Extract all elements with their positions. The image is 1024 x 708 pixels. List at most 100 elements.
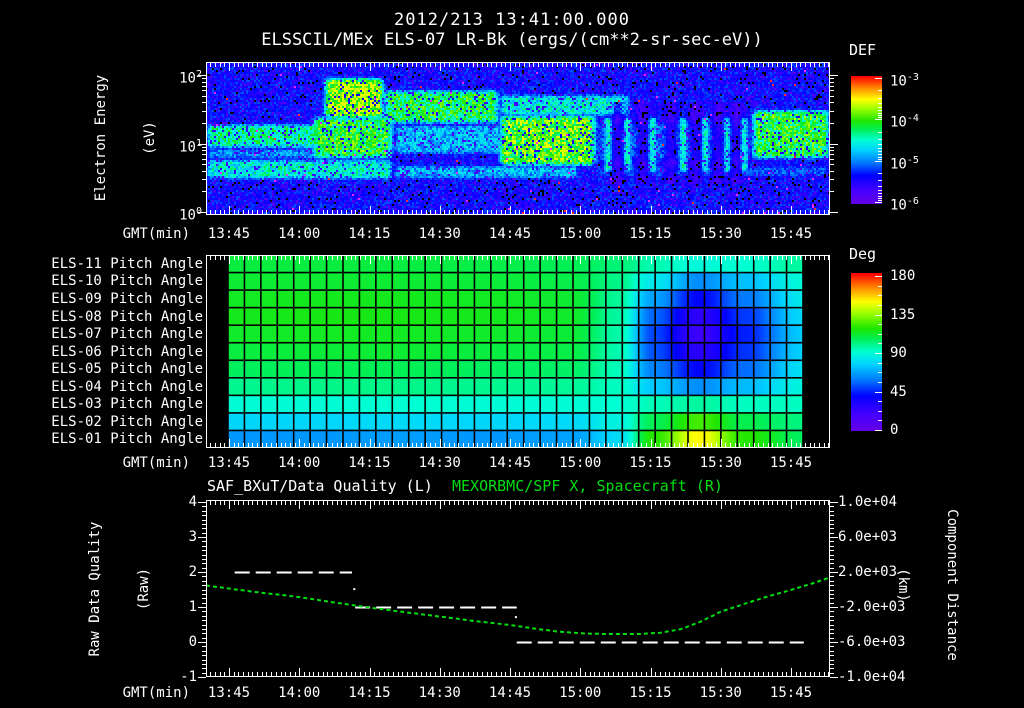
spectrogram-x-tick-label: 14:15 — [348, 226, 391, 242]
deg-colorbar-tick-label: 0 — [890, 422, 899, 438]
axis-tick — [830, 660, 834, 661]
axis-tick — [830, 511, 834, 512]
spectrogram-y-tick-label: 100 — [179, 206, 202, 224]
axis-tick — [202, 123, 206, 124]
axis-tick — [202, 90, 206, 91]
axis-tick — [202, 585, 206, 586]
axis-tick — [202, 625, 206, 626]
timeseries-right-tick-label: 6.0e+03 — [838, 529, 898, 545]
timeseries-x-tick-label: 14:30 — [418, 685, 461, 701]
axis-tick — [202, 576, 206, 577]
timeseries-canvas — [206, 500, 830, 677]
axis-tick — [198, 212, 206, 213]
axis-tick — [830, 90, 834, 91]
axis-tick — [830, 75, 838, 76]
axis-tick — [202, 581, 206, 582]
axis-tick — [198, 75, 206, 76]
timeseries-left-tick-label: -1 — [180, 669, 197, 685]
axis-tick — [830, 629, 834, 630]
spectrogram-x-tick-label: 14:30 — [418, 226, 461, 242]
spectrogram-canvas — [206, 62, 830, 215]
axis-tick — [830, 541, 834, 542]
spectrogram-y-tick-label: 102 — [179, 69, 202, 87]
axis-tick — [198, 144, 206, 145]
axis-tick — [830, 111, 834, 112]
axis-tick — [202, 541, 206, 542]
axis-tick — [830, 159, 834, 160]
axis-tick — [830, 576, 834, 577]
axis-tick — [202, 171, 206, 172]
axis-tick — [202, 563, 206, 564]
spectrogram-x-tick-label: 15:45 — [769, 226, 813, 242]
timeseries-x-tick-label: 14:00 — [278, 685, 321, 701]
axis-tick — [830, 164, 834, 165]
axis-tick — [202, 546, 206, 547]
timeseries-x-tick-label: 15:30 — [699, 685, 742, 701]
axis-tick — [830, 546, 834, 547]
axis-tick — [830, 673, 834, 674]
axis-tick — [202, 520, 206, 521]
def-colorbar-tick-label: 10-5 — [890, 154, 919, 173]
axis-tick — [202, 150, 206, 151]
axis-tick — [830, 664, 834, 665]
axis-tick — [830, 585, 834, 586]
axis-tick — [198, 642, 206, 643]
axis-tick — [202, 651, 206, 652]
axis-tick — [830, 590, 834, 591]
timeseries-gmt-label: GMT(min) — [122, 685, 190, 701]
axis-tick — [202, 568, 206, 569]
axis-tick — [830, 646, 834, 647]
axis-tick — [830, 555, 834, 556]
axis-tick — [202, 616, 206, 617]
spectrogram-y-tick-label: 101 — [179, 137, 202, 156]
axis-tick — [830, 655, 834, 656]
axis-tick — [202, 633, 206, 634]
axis-tick — [830, 581, 834, 582]
axis-tick — [202, 550, 206, 551]
axis-tick — [830, 620, 834, 621]
axis-tick — [202, 528, 206, 529]
timeseries-right-tick-label: 1.0e+04 — [838, 494, 898, 510]
pitch-row-label: ELS-05 Pitch Angle — [51, 361, 203, 378]
axis-tick — [198, 677, 206, 678]
axis-tick — [202, 603, 206, 604]
axis-tick — [830, 528, 834, 529]
timeseries-left-tick-label: 3 — [188, 529, 197, 545]
timeseries-left-tick-label: 2 — [188, 564, 197, 580]
axis-tick — [202, 660, 206, 661]
timeseries-right-tick-label: -6.0e+03 — [838, 634, 906, 650]
spectrogram-x-tick-label: 15:30 — [699, 226, 742, 242]
axis-tick — [202, 111, 206, 112]
axis-tick — [830, 144, 838, 145]
pitch-angle-canvas — [206, 255, 830, 448]
def-colorbar-tick-label: 10-6 — [890, 196, 919, 214]
pitch-row-label: ELS-01 Pitch Angle — [51, 431, 203, 448]
spectrogram-x-tick-label: 14:45 — [488, 226, 532, 242]
pitch-x-tick-label: 15:00 — [559, 455, 602, 471]
axis-tick — [830, 150, 834, 151]
pitch-x-tick-label: 14:30 — [418, 455, 461, 471]
pitch-row-label: ELS-03 Pitch Angle — [51, 396, 203, 413]
spectrogram-x-tick-label: 15:00 — [559, 226, 602, 242]
axis-tick — [202, 78, 206, 79]
axis-tick — [830, 598, 834, 599]
deg-colorbar-tick-label: 180 — [890, 268, 916, 284]
pitch-row-label: ELS-11 Pitch Angle — [51, 255, 203, 272]
timeseries-right-tick-label: 2.0e+03 — [838, 564, 898, 580]
deg-colorbar-tick-label: 45 — [890, 383, 907, 400]
axis-tick — [202, 646, 206, 647]
axis-tick — [830, 550, 834, 551]
axis-tick — [830, 625, 834, 626]
axis-tick — [202, 668, 206, 669]
axis-tick — [830, 96, 834, 97]
axis-tick — [202, 638, 206, 639]
axis-tick — [202, 524, 206, 525]
axis-tick — [830, 572, 838, 573]
axis-tick — [830, 642, 838, 643]
axis-tick — [830, 147, 834, 148]
timeseries-x-tick-label: 14:15 — [348, 685, 391, 701]
axis-tick — [202, 96, 206, 97]
axis-tick — [198, 537, 206, 538]
pitch-x-tick-label: 15:15 — [629, 455, 672, 471]
